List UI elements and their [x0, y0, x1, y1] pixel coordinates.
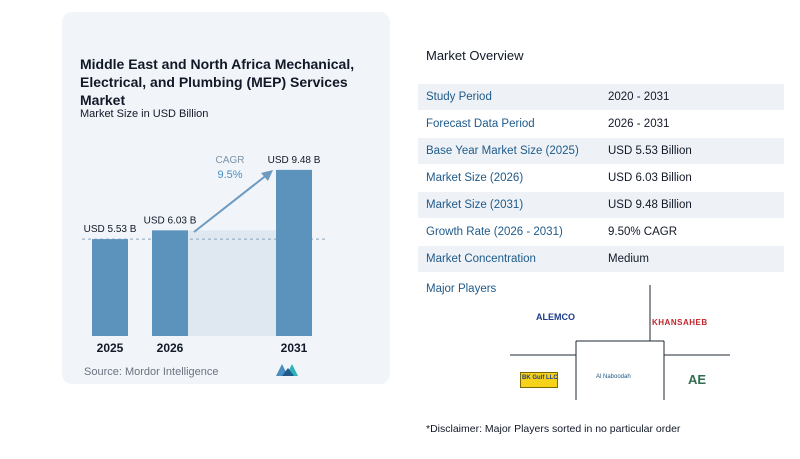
overview-row: Market Concentration Medium: [418, 245, 784, 273]
category-label: 2025: [97, 341, 124, 355]
bar-2026: [152, 230, 188, 336]
overview-value: Medium: [600, 245, 784, 273]
overview-key: Market Size (2026): [426, 172, 524, 184]
chart-title: Middle East and North Africa Mechanical,…: [80, 56, 355, 108]
overview-row: Growth Rate (2026 - 2031) 9.50% CAGR: [418, 219, 784, 246]
overview-key: Study Period: [418, 84, 600, 111]
overview-key: Market Size (2031): [418, 191, 600, 219]
cagr-label: CAGR: [216, 155, 245, 166]
overview-value: 9.50% CAGR: [608, 226, 678, 238]
category-label: 2031: [281, 341, 308, 355]
logo-khansaheb: KHANSAHEB: [652, 318, 708, 327]
bar-chart: USD 5.53 B 2025 USD 6.03 B 2026 USD 9.48 B 20…: [82, 155, 328, 355]
overview-table: Study Period 2020 - 2031 Forecast Data Per…: [418, 84, 784, 273]
logo-alemco: ALEMCO: [536, 312, 575, 322]
overview-value: 2020 - 2031: [600, 84, 784, 111]
overview-value: USD 9.48 Billion: [600, 191, 784, 219]
overview-row: Market Size (2031) USD 9.48 Billion: [418, 191, 784, 219]
overview-key: Market Concentration: [418, 245, 600, 273]
category-label: 2026: [157, 341, 184, 355]
bar-2031: [276, 169, 312, 336]
mordor-logo-icon: [276, 364, 298, 376]
cagr-arrow-head: [261, 170, 273, 181]
overview-row: Market Size (2026) USD 6.03 Billion: [418, 165, 784, 192]
data-label: USD 9.48 B: [268, 155, 321, 166]
overview-value: USD 5.53 Billion: [600, 137, 784, 165]
disclaimer: *Disclaimer: Major Players sorted in no …: [426, 423, 681, 435]
overview-key: Growth Rate (2026 - 2031): [426, 226, 563, 238]
overview-value: USD 6.03 Billion: [608, 172, 692, 184]
data-label: USD 6.03 B: [144, 215, 197, 226]
source-label: Source: Mordor Intelligence: [84, 366, 219, 378]
players-grid: [510, 285, 730, 400]
logo-al-naboodah: Al Naboodah: [596, 374, 631, 380]
cagr-value: 9.5%: [217, 169, 242, 181]
logo-ae: AE: [688, 372, 707, 387]
overview-row: Forecast Data Period 2026 - 2031: [418, 111, 784, 138]
growth-region: [188, 230, 276, 336]
overview-row: Base Year Market Size (2025) USD 5.53 Bil…: [418, 137, 784, 165]
overview-key: Base Year Market Size (2025): [418, 137, 600, 165]
overview-title: Market Overview: [426, 48, 524, 63]
players-title: Major Players: [426, 283, 497, 295]
logo-bk-gulf: BK Gulf LLC: [522, 375, 558, 381]
overview-row: Study Period 2020 - 2031: [418, 84, 784, 111]
bar-2025: [92, 239, 128, 336]
overview-key: Forecast Data Period: [426, 118, 535, 130]
cagr-arrow: [193, 173, 269, 233]
overview-value: 2026 - 2031: [608, 118, 670, 130]
data-label: USD 5.53 B: [84, 224, 137, 235]
logo-bk-gulf-badge: [520, 372, 558, 388]
chart-subtitle: Market Size in USD Billion: [80, 108, 209, 120]
